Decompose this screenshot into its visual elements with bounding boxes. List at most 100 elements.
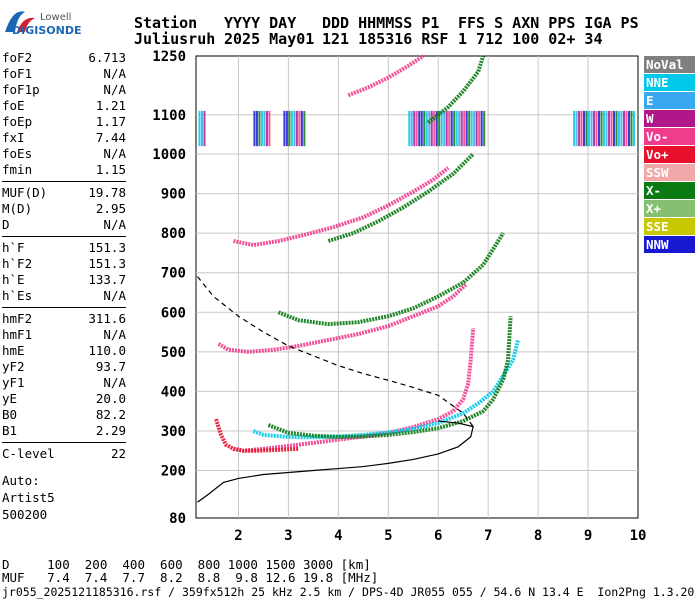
echo-trace-8 [347, 54, 425, 98]
x-tick-label: 4 [334, 528, 342, 544]
param-row: fxI 7.44 [2, 130, 126, 146]
param-value: 110.0 [88, 343, 126, 358]
interference-mark [598, 110, 601, 147]
param-name: h`Es [2, 288, 33, 303]
echo-trace-5 [277, 232, 505, 327]
interference-mark [593, 110, 596, 147]
header-label-date: YYYY DAY [224, 14, 297, 32]
legend-entry-x: X+ [644, 200, 695, 217]
param-row: B1 2.29 [2, 423, 126, 439]
x-tick-label: 10 [630, 528, 647, 544]
param-value: 2.95 [95, 201, 126, 216]
param-row: h`F2 151.3 [2, 256, 126, 272]
header-value-date: 2025 May01 [224, 30, 315, 48]
y-tick-label: 80 [169, 511, 186, 527]
file-info-line: jr055_2025121185316.rsf / 359fx512h 25 k… [2, 585, 695, 599]
param-value: N/A [103, 66, 126, 81]
param-value: N/A [103, 217, 126, 232]
param-name: fmin [2, 162, 33, 177]
param-value: 311.6 [88, 311, 126, 326]
param-row: foEp 1.17 [2, 114, 126, 130]
param-value: 7.44 [95, 130, 126, 145]
interference-mark [458, 110, 461, 147]
auto-version: 500200 [2, 507, 48, 522]
interference-mark [285, 110, 288, 147]
param-row: hmF1 N/A [2, 327, 126, 343]
interference-mark [410, 110, 413, 147]
interference-mark [295, 110, 298, 147]
autoscaling-info: Auto: Artist5 500200 [2, 472, 55, 523]
y-tick-label: 400 [161, 384, 186, 400]
legend-entry-nnw: NNW [644, 236, 695, 253]
interference-mark [438, 110, 441, 147]
polarization-legend: NoVal NNE E W Vo- Vo+ SSW X- X+ SSE NNW [644, 56, 695, 254]
param-separator [2, 307, 126, 308]
interference-mark [413, 110, 416, 147]
param-name: foF1 [2, 66, 33, 81]
interference-mark [578, 110, 581, 147]
interference-mark [473, 110, 476, 147]
x-tick-label: 5 [384, 528, 392, 544]
x-tick-label: 9 [584, 528, 592, 544]
echo-trace-2 [267, 316, 513, 439]
y-tick-label: 1250 [152, 49, 186, 65]
y-tick-label: 900 [161, 187, 186, 203]
param-value: 151.3 [88, 256, 126, 271]
interference-mark [448, 110, 451, 147]
interference-mark [430, 110, 433, 147]
interference-mark [450, 110, 453, 147]
param-value: 151.3 [88, 240, 126, 255]
param-name: B0 [2, 407, 18, 422]
echo-trace-3 [214, 418, 299, 453]
y-tick-label: 500 [161, 345, 186, 361]
param-row: MUF(D) 19.78 [2, 185, 126, 201]
interference-mark [265, 110, 268, 147]
param-name: foF1p [2, 82, 40, 97]
interference-mark [610, 110, 613, 147]
auto-label: Auto: [2, 473, 40, 488]
param-value: N/A [103, 375, 126, 390]
param-row: foEs N/A [2, 146, 126, 162]
param-value: 93.7 [95, 359, 126, 374]
interference-mark [580, 110, 583, 147]
interference-mark [425, 110, 428, 147]
header-value-station: Juliusruh [134, 30, 216, 48]
interference-mark [608, 110, 611, 147]
interference-mark [453, 110, 456, 147]
interference-mark [588, 110, 591, 147]
param-row: yE 20.0 [2, 391, 126, 407]
param-row: yF1 N/A [2, 375, 126, 391]
interference-mark [445, 110, 448, 147]
legend-entry-x: X- [644, 182, 695, 199]
y-tick-label: 600 [161, 305, 186, 321]
interference-mark [583, 110, 586, 147]
param-name: yF1 [2, 375, 25, 390]
param-row: fmin 1.15 [2, 162, 126, 178]
logo-text-top: Lowell [40, 12, 72, 23]
header-label-station: Station [134, 14, 198, 32]
param-row: foF1p N/A [2, 82, 126, 98]
param-value: N/A [103, 82, 126, 97]
param-separator [2, 442, 126, 443]
echo-trace-4 [217, 283, 468, 354]
y-tick-label: 700 [161, 266, 186, 282]
interference-mark [575, 110, 578, 147]
legend-entry-vo: Vo- [644, 128, 695, 145]
interference-mark [455, 110, 458, 147]
scaled-parameters-panel: foF2 6.713 foF1 N/A foF1p N/A foE 1.21 foEp 1.17 f… [2, 50, 126, 462]
x-tick-label: 8 [534, 528, 542, 544]
param-name: C-level [2, 446, 55, 461]
interference-mark [613, 110, 616, 147]
interference-mark [298, 110, 301, 147]
x-tick-label: 7 [484, 528, 492, 544]
interference-mark [468, 110, 471, 147]
interference-mark [595, 110, 598, 147]
param-name: D [2, 217, 10, 232]
legend-entry-vo: Vo+ [644, 146, 695, 163]
param-value: N/A [103, 327, 126, 342]
param-value: 1.15 [95, 162, 126, 177]
param-name: h`F [2, 240, 25, 255]
param-name: M(D) [2, 201, 33, 216]
interference-mark [300, 110, 303, 147]
header-label-time: DDD HHMMSS P1 [322, 14, 440, 32]
